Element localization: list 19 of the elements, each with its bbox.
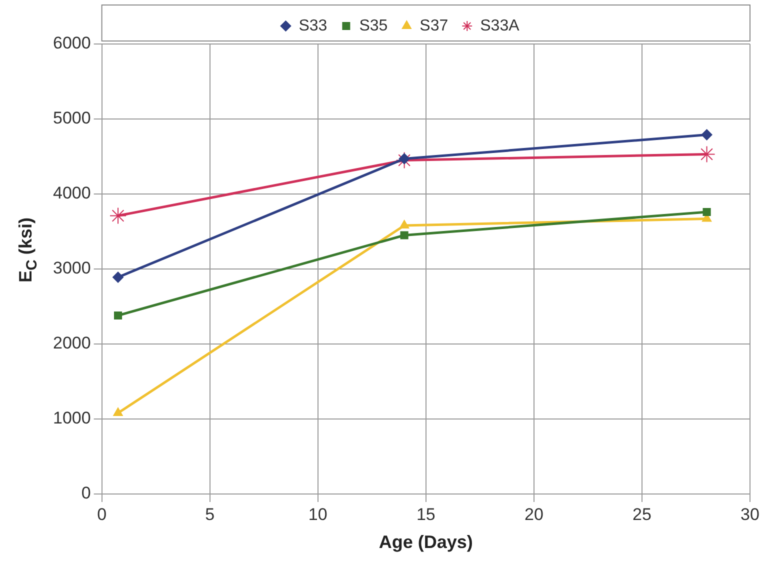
y-tick-label: 4000 bbox=[52, 184, 91, 203]
x-tick-label: 30 bbox=[740, 504, 760, 524]
x-tick-label: 0 bbox=[97, 504, 107, 524]
y-tick-label: 3000 bbox=[52, 258, 91, 278]
x-tick-label: 25 bbox=[632, 504, 652, 524]
y-tick-label: 0 bbox=[81, 484, 91, 503]
x-tick-label: 15 bbox=[416, 504, 436, 524]
x-tick-label: 5 bbox=[205, 504, 215, 524]
x-tick-label: 10 bbox=[308, 504, 328, 524]
legend-label: S33A bbox=[480, 17, 520, 34]
x-tick-label: 20 bbox=[524, 504, 544, 524]
x-axis-title: Age (Days) bbox=[378, 532, 473, 552]
y-tick-label: 2000 bbox=[52, 334, 91, 353]
y-tick-label: 1000 bbox=[52, 408, 91, 428]
legend-label: S33 bbox=[298, 17, 328, 34]
legend-label: S37 bbox=[420, 17, 448, 34]
y-tick-label: 6000 bbox=[52, 34, 91, 53]
legend-label: S35 bbox=[359, 17, 388, 34]
y-tick-label: 5000 bbox=[52, 108, 91, 128]
